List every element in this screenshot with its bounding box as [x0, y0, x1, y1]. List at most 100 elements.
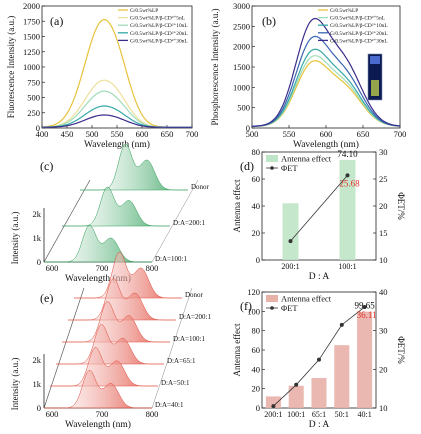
y2-tick-label: 25 [379, 174, 388, 184]
x-axis-label: Wavelength (nm) [84, 139, 150, 150]
y-tick-label: 60 [252, 345, 261, 355]
x-tick-label: 100:1 [287, 410, 305, 419]
y-tick-label: 3000 [233, 1, 250, 11]
bar [288, 385, 304, 408]
y2-tick-label: 20 [379, 364, 388, 374]
y-tick-label: 2k [33, 209, 42, 219]
panel-d: 0 20 40 60 80 10 15 20 25 30 200:1 100:1 74.10 25.68 A… [232, 147, 406, 282]
y2-tick-label: 20 [379, 201, 388, 211]
phi-line [290, 175, 348, 242]
spectrum-area [68, 278, 176, 321]
y-tick-label: 80 [252, 326, 261, 336]
y2-tick-label: 30 [379, 147, 388, 157]
x-tick-label: 500 [86, 129, 99, 139]
series-label: D:A=50:1 [161, 379, 190, 387]
x-tick-label: 800 [146, 263, 159, 273]
series-label: D:A=200:1 [173, 219, 205, 227]
phi-point [288, 239, 293, 244]
legend-label: ΦET [281, 163, 298, 173]
x-tick-label: 650 [357, 129, 370, 139]
panel-label: (d) [240, 159, 254, 173]
x-tick-label: 500 [246, 129, 259, 139]
legend-swatch [266, 295, 278, 302]
y-tick-label: 1500 [233, 62, 250, 72]
x-axis-label: D : A [309, 272, 330, 282]
x-tick-label: 200:1 [264, 410, 282, 419]
x-tick-label: 700 [186, 129, 199, 139]
x-tick-label: 40:1 [357, 410, 371, 419]
series-label: D:A=100:1 [155, 255, 187, 263]
legend-label: G/0.5wt%LP/β-CD²⁺20nL [330, 30, 388, 37]
bar [311, 378, 327, 408]
y-tick-label: 0 [37, 257, 41, 267]
y-tick-label: 1000 [23, 62, 40, 72]
vial-glow [371, 80, 379, 96]
legend-label: G/0.5wt%LP [130, 8, 158, 14]
phi-point [294, 382, 299, 387]
x-tick-label: 100:1 [338, 262, 356, 271]
y-tick-label: 750 [27, 77, 40, 87]
panel-a: 400 450 500 550 600 650 700 0 250 500 750 1000 1250 1… [6, 1, 198, 150]
bar [282, 203, 299, 260]
y-tick-label: 0 [37, 403, 41, 413]
legend-marker [270, 306, 274, 310]
legend-label: ΦET [281, 303, 298, 313]
x-tick-label: 550 [283, 129, 296, 139]
y-axis-label: Fluorescence Intensity (a.u.) [6, 16, 16, 118]
bar [334, 345, 350, 408]
y2-axis-label: ΦET/% [396, 336, 406, 364]
spectrum-area [74, 251, 182, 299]
y-tick-label: 120 [247, 287, 260, 297]
x-tick-label: 600 [46, 409, 59, 419]
y-tick-label: 80 [252, 147, 261, 157]
bar [265, 396, 281, 408]
plot-frame [261, 151, 377, 261]
panel-b: 500 550 600 650 700050010001500200025003000W… [210, 1, 406, 150]
y2-tick-label: 30 [379, 326, 388, 336]
y-tick-label: 100 [247, 306, 260, 316]
x-axis-label: Wavelength (nm) [65, 273, 131, 284]
y-tick-label: 1k [33, 233, 42, 243]
legend-label: Antenna effect [281, 154, 332, 164]
panel-label: (a) [50, 14, 63, 28]
x-tick-label: 600 [136, 129, 149, 139]
y-axis-label: Intensity (a.u.) [10, 358, 20, 411]
series-label: Donor [191, 183, 210, 191]
y-axis-label: Intensity (a.u.) [10, 212, 20, 265]
y-tick-label: 2500 [233, 21, 250, 31]
x-tick-label: 200:1 [281, 262, 299, 271]
series-line [252, 17, 401, 127]
y2-axis-label: ΦET/% [396, 192, 406, 220]
spectrum-area [50, 347, 158, 387]
bar [357, 311, 373, 408]
spectrum-area [56, 324, 164, 365]
phi-value-label: 25.68 [339, 178, 360, 188]
bar-value-label: 74.10 [337, 149, 358, 159]
legend-marker [270, 166, 274, 170]
series-label: D:A=65:1 [167, 357, 196, 365]
x-tick-label: 700 [394, 129, 407, 139]
panel-c: (c) Donor D:A=200:1 D:A=100:1 600 700 800 0 1k 2k… [10, 143, 210, 284]
x-tick-label: 700 [96, 409, 109, 419]
y-tick-label: 250 [27, 108, 40, 118]
legend-label: G/0.5wt%LP/β-CD²⁺5nL [130, 15, 185, 22]
x-tick-label: 650 [161, 129, 174, 139]
y-tick-label: 1k [33, 379, 42, 389]
y2-tick-label: 10 [379, 403, 388, 413]
x-tick-label: 550 [111, 129, 124, 139]
series-line [41, 90, 192, 128]
series-line [42, 114, 192, 128]
y2-tick-label: 15 [379, 228, 388, 238]
series-line [251, 35, 401, 127]
spectrum-area [44, 370, 152, 409]
y-tick-label: 2000 [23, 1, 40, 11]
phi-point [317, 357, 321, 362]
depth-axis [43, 179, 91, 263]
legend-label: G/0.5wt%LP/β-CD²⁺30nL [130, 37, 188, 44]
y-tick-label: 40 [252, 364, 261, 374]
y-tick-label: 20 [252, 384, 261, 394]
y-axis-label: Antenna effect [232, 323, 242, 377]
x-tick-label: 700 [96, 263, 109, 273]
x-axis-label: Wavelength (nm) [293, 139, 359, 150]
panel-label: (b) [262, 14, 276, 28]
